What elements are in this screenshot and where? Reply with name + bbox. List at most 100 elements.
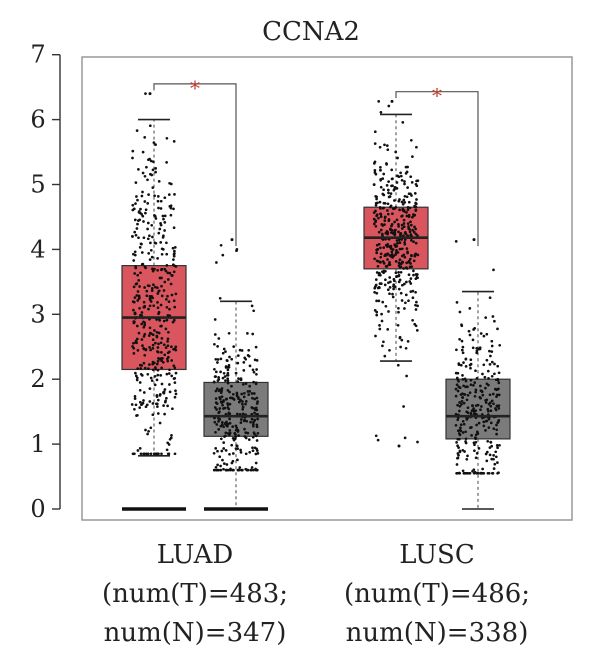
data-point: [475, 452, 479, 455]
x-axis-label-lusc: (num(T)=486;: [344, 579, 530, 609]
data-point: [168, 368, 171, 372]
data-point: [159, 341, 163, 345]
data-point: [484, 401, 488, 404]
data-point: [226, 402, 229, 405]
data-point: [387, 263, 391, 267]
significance-marker: *: [190, 76, 200, 100]
data-point: [174, 371, 178, 375]
data-point: [482, 363, 486, 367]
data-point: [214, 447, 218, 450]
data-point: [239, 421, 243, 424]
data-point: [241, 383, 245, 386]
data-point: [464, 357, 468, 361]
data-point: [217, 468, 221, 472]
data-point: [255, 423, 259, 427]
significance-bracket: [395, 91, 479, 247]
data-point: [145, 452, 148, 456]
data-point: [167, 300, 171, 304]
data-point: [133, 320, 136, 324]
data-point: [481, 372, 484, 376]
data-point: [406, 186, 409, 189]
data-point: [372, 183, 376, 186]
data-point: [474, 369, 477, 373]
data-point: [147, 367, 150, 370]
data-point: [163, 214, 167, 218]
data-point: [146, 202, 150, 205]
data-point: [249, 468, 253, 472]
data-point: [375, 299, 378, 303]
data-point: [254, 345, 258, 349]
data-point: [132, 308, 135, 312]
data-point: [470, 409, 474, 413]
data-point: [157, 331, 161, 335]
data-point: [471, 404, 474, 407]
data-point: [402, 218, 406, 222]
data-point: [236, 430, 240, 433]
data-point: [220, 395, 224, 399]
data-point: [471, 346, 475, 350]
data-point: [392, 277, 396, 281]
data-point: [415, 273, 418, 277]
data-point: [403, 201, 407, 204]
data-point: [392, 188, 396, 192]
data-point: [138, 447, 142, 450]
data-point: [383, 219, 387, 222]
data-point: [480, 405, 483, 408]
data-point: [168, 437, 172, 441]
data-point: [460, 400, 464, 403]
data-point: [470, 434, 473, 437]
data-point: [169, 282, 173, 286]
data-point: [475, 430, 479, 434]
data-point: [459, 429, 463, 433]
data-point: [486, 439, 490, 443]
data-point: [398, 265, 402, 269]
data-point: [156, 286, 159, 290]
data-point: [225, 468, 229, 472]
data-point: [150, 289, 154, 292]
data-point: [405, 247, 409, 250]
data-point: [474, 456, 478, 460]
data-point: [467, 329, 471, 333]
data-point: [409, 175, 413, 179]
data-point: [458, 471, 462, 475]
data-point: [386, 252, 390, 256]
data-point: [479, 389, 483, 393]
data-point: [414, 202, 418, 206]
data-point: [475, 376, 479, 380]
data-point: [138, 400, 142, 404]
data-point: [254, 434, 258, 438]
data-point: [456, 403, 459, 407]
data-point: [388, 261, 391, 264]
data-point: [139, 452, 143, 456]
data-point: [221, 376, 225, 380]
data-point: [469, 366, 472, 370]
data-point: [483, 375, 487, 379]
data-point: [379, 215, 383, 218]
data-point: [415, 198, 418, 201]
data-point: [148, 363, 151, 366]
data-point: [216, 463, 219, 467]
data-point: [224, 434, 227, 438]
data-point: [395, 249, 398, 252]
data-point: [162, 343, 166, 347]
data-point: [394, 187, 398, 190]
data-point: [252, 431, 256, 435]
data-point: [473, 326, 477, 330]
data-point: [378, 282, 382, 285]
data-point: [155, 452, 159, 456]
data-point: [402, 225, 406, 229]
data-point: [213, 318, 217, 321]
data-point: [218, 396, 221, 399]
data-point: [373, 142, 377, 145]
data-point: [391, 292, 394, 296]
data-point: [151, 168, 155, 172]
data-point: [239, 418, 243, 421]
data-point: [163, 353, 167, 357]
data-point: [454, 423, 458, 427]
data-point: [137, 297, 141, 300]
data-point: [251, 406, 255, 410]
data-point: [487, 417, 491, 421]
data-point: [213, 375, 217, 378]
data-point: [373, 286, 377, 290]
data-point: [132, 285, 136, 289]
